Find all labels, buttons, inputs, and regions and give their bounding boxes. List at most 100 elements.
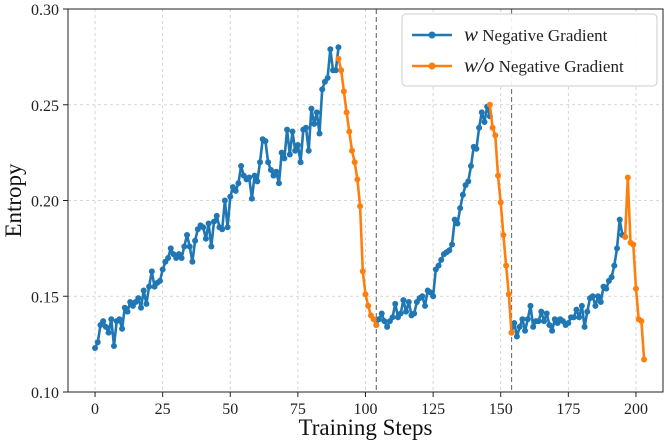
data-point	[422, 302, 428, 309]
data-point	[92, 344, 99, 351]
series-line	[623, 176, 646, 360]
data-point	[481, 118, 488, 125]
data-point	[584, 308, 591, 315]
data-point	[348, 147, 355, 154]
data-point	[227, 193, 234, 200]
data-point	[108, 316, 115, 323]
data-point	[289, 128, 296, 135]
data-point	[110, 343, 117, 350]
data-point	[278, 149, 285, 156]
data-point	[489, 124, 496, 131]
data-point	[516, 323, 523, 330]
data-point	[100, 318, 107, 325]
data-point	[546, 321, 553, 328]
data-point	[124, 308, 131, 315]
data-point	[281, 155, 288, 162]
data-point	[273, 168, 280, 175]
x-axis-title: Training Steps	[299, 415, 433, 440]
data-point	[476, 124, 483, 131]
data-point	[641, 356, 648, 363]
data-point	[262, 138, 269, 145]
data-point	[373, 321, 380, 328]
legend: w Negative Gradient w/o Negative Gradient	[401, 13, 658, 87]
y-tick-label: 0.30	[31, 2, 59, 19]
y-tick-label: 0.25	[31, 98, 59, 115]
data-point	[478, 109, 485, 116]
data-point	[254, 178, 261, 185]
data-point	[200, 224, 207, 231]
data-point	[616, 216, 623, 223]
data-point	[156, 277, 163, 284]
legend-label: w Negative Gradient	[464, 22, 608, 46]
data-point	[632, 285, 639, 292]
legend-swatch-marker	[428, 62, 436, 70]
x-tick-label: 0	[91, 401, 99, 418]
data-point	[624, 174, 631, 181]
data-point	[184, 231, 190, 238]
data-point	[159, 266, 166, 273]
data-point	[340, 88, 347, 95]
data-point	[378, 310, 385, 317]
data-point	[513, 333, 520, 340]
legend-symbol: w	[464, 22, 478, 46]
data-point	[202, 235, 209, 242]
data-point	[343, 109, 350, 116]
data-point	[165, 254, 172, 261]
data-point	[497, 199, 504, 206]
data-point	[105, 329, 112, 336]
data-point	[376, 316, 383, 323]
data-point	[327, 46, 334, 53]
data-point	[543, 310, 550, 317]
data-point	[527, 302, 534, 309]
data-point	[178, 254, 185, 261]
data-point	[186, 243, 193, 250]
data-point	[449, 241, 456, 248]
data-point	[257, 159, 264, 166]
data-point	[135, 295, 142, 302]
data-point	[435, 262, 442, 269]
legend-box	[401, 13, 658, 87]
data-point	[457, 205, 464, 212]
data-point	[508, 329, 515, 336]
data-point	[465, 178, 472, 185]
series	[92, 44, 648, 363]
data-point	[308, 105, 315, 112]
x-tick-label: 125	[421, 401, 445, 418]
data-point	[405, 298, 412, 305]
legend-label: w/o Negative Gradient	[464, 53, 624, 77]
data-point	[335, 55, 342, 62]
data-point	[381, 318, 388, 325]
data-point	[522, 327, 529, 334]
data-point	[102, 323, 109, 330]
data-point	[359, 268, 366, 275]
series-line	[337, 58, 378, 326]
data-point	[397, 310, 404, 317]
data-point	[338, 67, 345, 74]
data-point	[294, 141, 301, 148]
data-point	[581, 323, 588, 330]
legend-symbol: w/o	[464, 53, 494, 77]
data-point	[211, 218, 218, 225]
data-point	[275, 180, 282, 187]
data-point	[138, 304, 145, 311]
data-point	[603, 285, 610, 292]
data-point	[208, 243, 215, 250]
data-point	[438, 256, 445, 263]
data-point	[189, 258, 196, 265]
data-point	[192, 237, 199, 244]
data-point	[167, 245, 174, 252]
data-point	[143, 300, 150, 307]
data-point	[213, 212, 220, 219]
data-point	[357, 203, 364, 210]
data-point	[140, 287, 147, 294]
data-point	[570, 314, 577, 321]
data-point	[430, 293, 437, 300]
data-point	[384, 323, 391, 330]
data-point	[248, 195, 255, 202]
data-point	[313, 109, 320, 116]
data-point	[286, 151, 293, 158]
data-point	[251, 172, 258, 179]
x-tick-label: 75	[290, 401, 306, 418]
data-point	[232, 187, 239, 194]
data-point	[292, 147, 299, 154]
